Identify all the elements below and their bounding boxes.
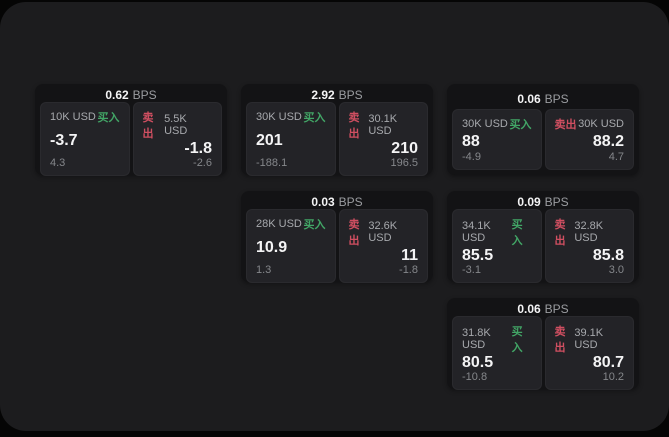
buy-size: 30K USD [462,118,508,130]
sell-button[interactable]: 卖出 [348,112,360,140]
bps-unit-label: BPS [132,88,157,102]
sell-quote-tile[interactable]: 卖出 30K USD 88.2 4.7 [544,109,634,170]
buy-price: 85.5 [462,247,494,264]
buy-quote-tile[interactable]: 30K USD 买入 88 -4.9 [452,109,542,170]
buy-button[interactable]: 买入 [511,219,523,247]
sell-button[interactable]: 卖出 [554,219,566,247]
sell-size: 30.1K USD [368,113,398,137]
spread-value: 0.03 [311,195,335,209]
sell-delta: 4.7 [608,151,624,163]
sell-price: -1.8 [184,140,212,157]
buy-button[interactable]: 买入 [303,219,326,231]
buy-size: 34.1K USD [462,220,491,244]
quote-card: 2.92 BPS 30K USD 买入 201 -188.1 卖出 30.1K … [241,84,433,176]
bps-unit-label: BPS [338,88,363,102]
sell-button[interactable]: 卖出 [554,326,566,354]
sell-price: 11 [401,247,418,264]
sell-size: 30K USD [578,118,624,130]
spread-header: 0.09 BPS [452,195,634,209]
buy-size: 10K USD [50,111,96,123]
sell-quote-tile[interactable]: 卖出 32.6K USD 11 -1.8 [338,209,428,283]
buy-size: 31.8K USD [462,327,491,351]
sell-quote-tile[interactable]: 卖出 5.5K USD -1.8 -2.6 [132,102,222,176]
bps-unit-label: BPS [544,195,569,209]
spread-value: 0.09 [517,195,541,209]
buy-button[interactable]: 买入 [97,112,120,124]
spread-header: 2.92 BPS [246,88,428,102]
quote-grid: 0.62 BPS 10K USD 买入 -3.7 4.3 卖出 5.5K USD [35,84,639,390]
sell-button[interactable]: 卖出 [142,112,154,140]
sell-size: 32.6K USD [368,220,398,244]
sell-delta: 196.5 [390,157,418,169]
sell-price: 210 [391,140,418,157]
buy-price: 201 [256,132,283,149]
sell-button[interactable]: 卖出 [348,219,360,247]
buy-delta: -3.1 [462,264,481,276]
buy-quote-tile[interactable]: 10K USD 买入 -3.7 4.3 [40,102,130,176]
spread-header: 0.06 BPS [452,88,634,109]
bps-unit-label: BPS [338,195,363,209]
quote-card: 0.06 BPS 31.8K USD 买入 80.5 -10.8 卖出 39.1… [447,298,639,390]
spread-header: 0.06 BPS [452,302,634,316]
spread-value: 0.06 [517,91,541,106]
buy-button[interactable]: 买入 [511,326,523,354]
buy-quote-tile[interactable]: 34.1K USD 买入 85.5 -3.1 [452,209,542,283]
buy-size: 30K USD [256,111,302,123]
sell-delta: 3.0 [608,264,624,276]
bps-unit-label: BPS [544,91,569,106]
buy-quote-tile[interactable]: 31.8K USD 买入 80.5 -10.8 [452,316,542,390]
buy-delta: -10.8 [462,371,488,383]
spread-value: 0.62 [105,88,129,102]
buy-delta: 4.3 [50,157,66,169]
buy-size: 28K USD [256,218,302,230]
spread-value: 0.06 [517,302,541,316]
spread-value: 2.92 [311,88,335,102]
sell-quote-tile[interactable]: 卖出 39.1K USD 80.7 10.2 [544,316,634,390]
buy-delta: -4.9 [462,151,481,163]
sell-delta: 10.2 [602,371,624,383]
sell-size: 39.1K USD [574,327,604,351]
sell-size: 32.8K USD [574,220,604,244]
buy-delta: -188.1 [256,157,288,169]
sell-price: 85.8 [592,247,624,264]
bps-unit-label: BPS [544,302,569,316]
sell-quote-tile[interactable]: 卖出 30.1K USD 210 196.5 [338,102,428,176]
buy-price: 10.9 [256,239,288,256]
buy-price: 80.5 [462,354,494,371]
spread-header: 0.62 BPS [40,88,222,102]
quote-card: 0.09 BPS 34.1K USD 买入 85.5 -3.1 卖出 32.8K… [447,191,639,283]
spread-header: 0.03 BPS [246,195,428,209]
buy-button[interactable]: 买入 [303,112,326,124]
sell-button[interactable]: 卖出 [554,119,577,131]
sell-price: 80.7 [592,354,624,371]
sell-price: 88.2 [592,132,624,150]
sell-delta: -2.6 [193,157,212,169]
quote-card: 0.03 BPS 28K USD 买入 10.9 1.3 卖出 32.6K US… [241,191,433,283]
buy-quote-tile[interactable]: 30K USD 买入 201 -188.1 [246,102,336,176]
buy-price: -3.7 [50,132,78,149]
buy-button[interactable]: 买入 [509,119,532,131]
buy-price: 88 [462,132,480,150]
sell-quote-tile[interactable]: 卖出 32.8K USD 85.8 3.0 [544,209,634,283]
quote-card: 0.06 BPS 30K USD 买入 88 -4.9 卖出 30K USD [447,84,639,175]
buy-quote-tile[interactable]: 28K USD 买入 10.9 1.3 [246,209,336,283]
sell-size: 5.5K USD [164,113,188,137]
quote-card: 0.62 BPS 10K USD 买入 -3.7 4.3 卖出 5.5K USD [35,84,227,176]
buy-delta: 1.3 [256,264,272,276]
sell-delta: -1.8 [399,264,418,276]
